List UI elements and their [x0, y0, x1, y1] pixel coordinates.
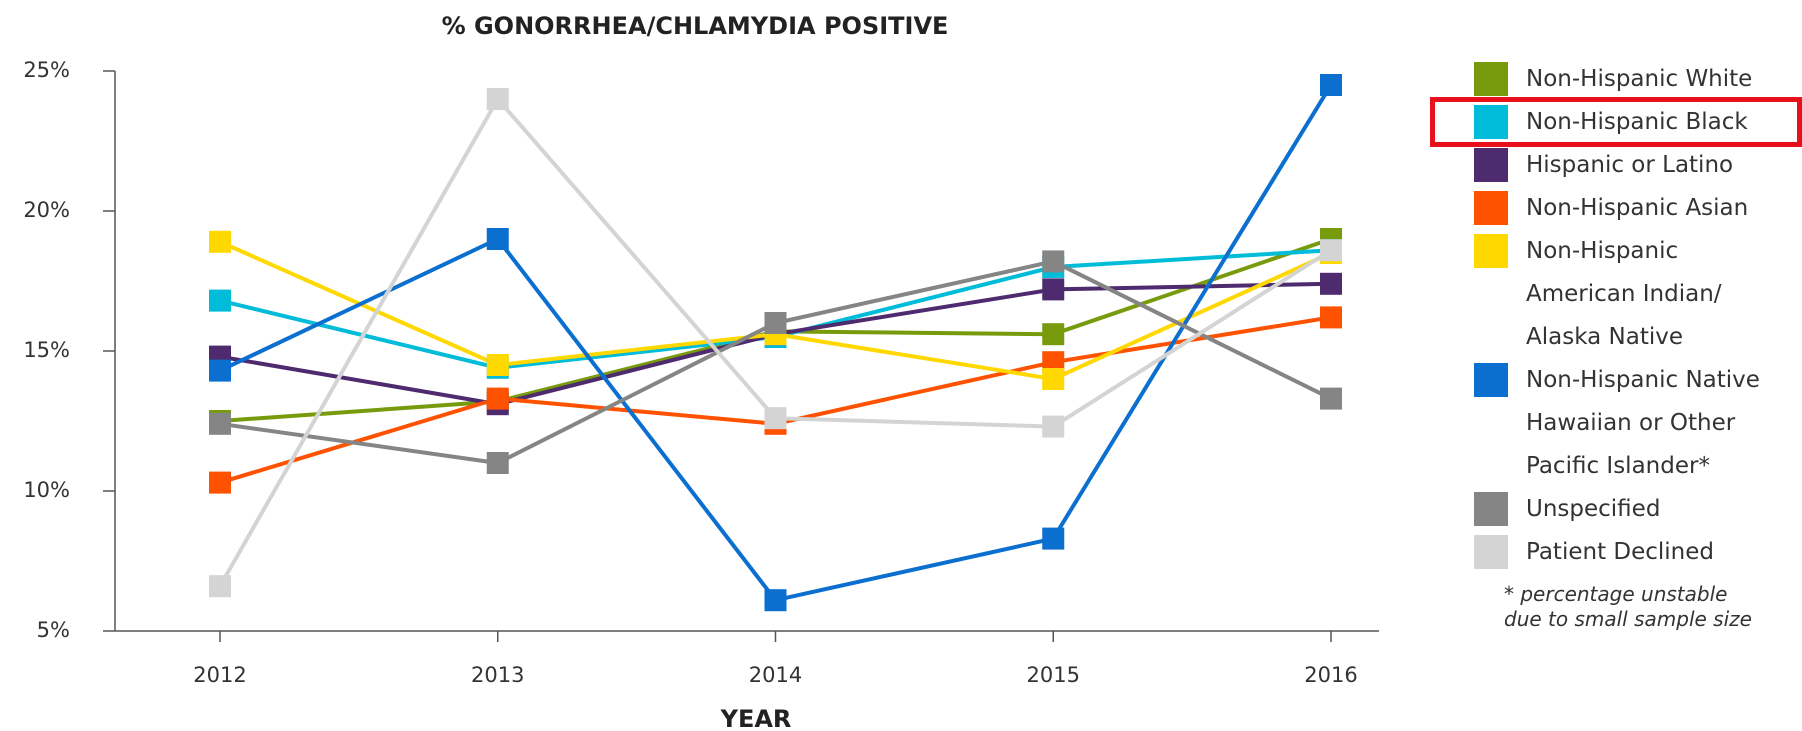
legend-label: Patient Declined	[1526, 539, 1715, 565]
point-marker	[1042, 323, 1065, 346]
point-marker	[209, 412, 231, 435]
x-tick-label: 2012	[193, 663, 246, 687]
point-marker	[1320, 74, 1342, 96]
point-marker	[1042, 368, 1065, 390]
point-marker	[1042, 351, 1065, 374]
legend-item: Patient Declined	[1474, 531, 1794, 574]
y-tick-label: 20%	[23, 198, 70, 222]
legend-label: Non-Hispanic White	[1526, 66, 1753, 92]
legend-swatch	[1474, 535, 1508, 569]
legend-swatch	[1474, 492, 1508, 526]
point-marker	[486, 452, 509, 474]
point-marker	[1320, 272, 1342, 295]
point-marker	[486, 228, 509, 250]
point-marker	[486, 88, 509, 110]
y-tick-label: 5%	[37, 618, 70, 642]
point-marker	[1042, 278, 1065, 301]
highlight-box	[1430, 97, 1802, 147]
point-marker	[1042, 250, 1065, 273]
series-line	[219, 248, 1332, 370]
legend-swatch	[1474, 62, 1508, 96]
point-marker	[1320, 306, 1342, 329]
x-tick-label: 2015	[1027, 663, 1080, 687]
point-marker	[764, 589, 787, 612]
chart-title: % GONORRHEA/CHLAMYDIA POSITIVE	[442, 12, 949, 40]
point-marker	[209, 230, 231, 253]
legend: Non-Hispanic White Non-Hispanic Black Hisp…	[1474, 58, 1794, 632]
x-tick-label: 2013	[471, 663, 524, 687]
legend-swatch	[1474, 148, 1508, 182]
legend-item: Non-Hispanic Native Hawaiian or Other Pa…	[1474, 359, 1794, 488]
x-axis-label: YEAR	[720, 705, 792, 731]
legend-swatch	[1474, 363, 1508, 397]
point-marker	[209, 471, 231, 494]
legend-item: Non-Hispanic American Indian/ Alaska Nat…	[1474, 230, 1794, 359]
point-marker	[209, 575, 231, 598]
point-marker	[209, 359, 231, 382]
legend-swatch	[1474, 105, 1508, 139]
point-marker	[764, 407, 787, 430]
point-marker	[764, 312, 787, 334]
y-tick-label: 10%	[23, 478, 70, 502]
legend-item: Non-Hispanic Black	[1474, 101, 1794, 144]
legend-label: Non-Hispanic Native Hawaiian or Other Pa…	[1526, 367, 1760, 479]
legend-item: Hispanic or Latino	[1474, 144, 1794, 187]
point-marker	[486, 354, 509, 376]
y-tick-label: 25%	[23, 58, 70, 82]
legend-item: Unspecified	[1474, 488, 1794, 531]
legend-item: Non-Hispanic Asian	[1474, 187, 1794, 230]
legend-label: Non-Hispanic Asian	[1526, 195, 1749, 221]
legend-label: Non-Hispanic Black	[1526, 109, 1748, 135]
legend-swatch	[1474, 191, 1508, 225]
y-tick-label: 15%	[23, 338, 70, 362]
legend-label: Hispanic or Latino	[1526, 152, 1734, 178]
point-marker	[1320, 387, 1342, 410]
point-marker	[1042, 415, 1065, 438]
legend-swatch	[1474, 234, 1508, 268]
legend-label: Unspecified	[1526, 496, 1661, 522]
legend-item: Non-Hispanic White	[1474, 58, 1794, 101]
x-tick-label: 2014	[749, 663, 802, 687]
point-marker	[486, 387, 509, 410]
point-marker	[1320, 239, 1342, 262]
legend-label: Non-Hispanic American Indian/ Alaska Nat…	[1526, 238, 1722, 350]
point-marker	[1042, 527, 1065, 550]
footnote: * percentage unstable due to small sampl…	[1504, 582, 1752, 631]
x-tick-label: 2016	[1304, 663, 1357, 687]
point-marker	[209, 289, 231, 312]
